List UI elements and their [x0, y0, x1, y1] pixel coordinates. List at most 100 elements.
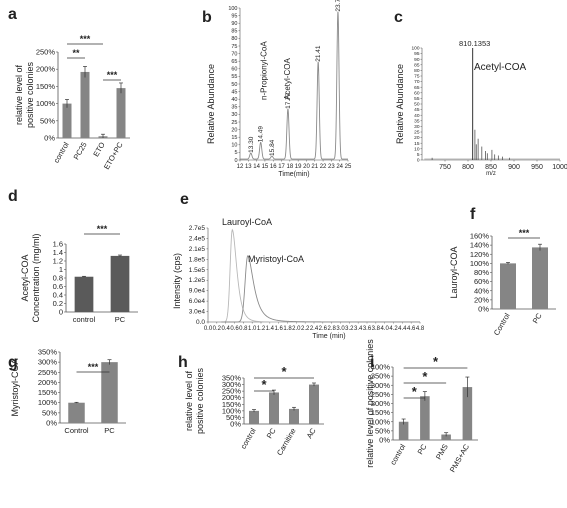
- x-tick-label: 22: [320, 164, 327, 170]
- x-tick-label: 2.4: [310, 326, 319, 332]
- x-tick-label: 850: [485, 164, 497, 171]
- x-tick-label: control: [52, 140, 71, 164]
- y-tick-label: 1.8e5: [189, 256, 206, 263]
- significance-label: ***: [519, 228, 530, 238]
- y-tick-label: 2.1e5: [189, 246, 206, 253]
- y-tick-label: 0: [59, 308, 63, 317]
- y-tick-label: 10: [231, 143, 237, 149]
- y-tick-label: 250%: [36, 48, 56, 57]
- panel-label-a: a: [8, 6, 17, 23]
- y-axis-label: positive colonies: [195, 367, 205, 434]
- x-tick-label: 4.0: [380, 326, 389, 332]
- y-tick-label: 150%: [222, 400, 242, 409]
- y-tick-label: 40: [231, 97, 237, 103]
- x-tick-label: 750: [439, 164, 451, 171]
- x-tick-label: 24: [336, 164, 343, 170]
- x-tick-label: 2.2: [301, 326, 310, 332]
- y-axis-label: positive colonies: [25, 61, 35, 128]
- bar-pc: [269, 392, 279, 424]
- y-tick-label: 0.0: [196, 319, 205, 326]
- y-tick-label: 300%: [38, 358, 58, 367]
- series-label: Lauroyl-CoA: [222, 217, 272, 227]
- y-tick-label: 75: [414, 74, 420, 80]
- bar-control: [68, 402, 85, 423]
- x-tick-label: 4.8: [416, 326, 425, 332]
- y-tick-label: 25: [231, 120, 237, 126]
- y-tick-label: 0.2: [53, 299, 63, 308]
- x-tick-label: 950: [531, 164, 543, 171]
- y-tick-label: 100: [411, 46, 419, 52]
- x-tick-label: 14: [253, 164, 260, 170]
- x-tick-label: 2.0: [292, 326, 301, 332]
- x-tick-label: 2.6: [319, 326, 328, 332]
- y-tick-label: 80%: [474, 268, 489, 277]
- y-tick-label: 1.2e5: [189, 277, 206, 284]
- panel-b: b051015202530354045505560657075808590951…: [202, 0, 352, 178]
- y-tick-label: 15: [231, 135, 237, 141]
- x-tick-label: 800: [462, 164, 474, 171]
- bar-pc: [420, 396, 430, 440]
- x-axis-label: Time(min): [278, 171, 309, 178]
- significance-label: **: [72, 48, 80, 58]
- series-label: Myristoyl-CoA: [248, 254, 304, 264]
- y-tick-label: 1.6: [53, 240, 63, 249]
- y-tick-label: 160%: [470, 232, 490, 241]
- compound-annotation: n-Propionyl-CoA: [260, 41, 269, 100]
- y-tick-label: 50%: [375, 426, 390, 435]
- y-tick-label: 50: [231, 82, 237, 88]
- significance-label: *: [433, 354, 439, 369]
- x-tick-label: 1000: [552, 164, 567, 171]
- y-tick-label: 1.5e5: [189, 267, 206, 274]
- x-tick-label: PC: [104, 426, 115, 435]
- peak-label: 23.79: [335, 0, 342, 12]
- panel-a: a 0% 50% 100% 150% 200% 250% relative level of p…: [8, 6, 130, 171]
- y-tick-label: 100%: [222, 406, 242, 415]
- y-tick-label: 85: [231, 29, 237, 35]
- panel-label-c: c: [394, 9, 403, 26]
- x-tick-label: 1.0: [248, 326, 257, 332]
- y-tick-label: 70: [231, 51, 237, 57]
- chromatogram-trace: [240, 11, 348, 160]
- y-tick-label: 2.4e5: [189, 235, 206, 242]
- bar-control: [74, 276, 94, 312]
- y-axis-label: Concentration (mg/ml): [31, 233, 41, 322]
- main-peak-label: 810.1353: [459, 39, 490, 48]
- x-tick-label: 4.2: [389, 326, 398, 332]
- y-tick-label: 100%: [470, 259, 490, 268]
- y-tick-label: 65: [231, 59, 237, 65]
- x-tick-label: 0.6: [230, 326, 239, 332]
- significance-label: ***: [97, 224, 108, 234]
- y-tick-label: 150%: [36, 82, 56, 91]
- y-tick-label: 80: [231, 36, 237, 42]
- significance-label: *: [412, 384, 418, 399]
- y-tick-label: 250%: [371, 390, 391, 399]
- x-tick-label: 3.4: [354, 326, 363, 332]
- x-tick-label: 21: [311, 164, 318, 170]
- y-tick-label: 100: [228, 6, 237, 12]
- y-tick-label: 40: [414, 113, 420, 119]
- y-tick-label: 30: [414, 124, 420, 130]
- x-tick-label: Control: [64, 426, 89, 435]
- y-tick-label: 100%: [371, 417, 391, 426]
- y-tick-label: 70: [414, 79, 420, 85]
- y-axis-label: Relative Abundance: [206, 64, 216, 144]
- significance-label: *: [422, 369, 428, 384]
- compound-label: Acetyl-COA: [474, 62, 527, 73]
- panel-label-g: g: [8, 354, 18, 371]
- y-tick-label: 20: [231, 127, 237, 133]
- x-tick-label: PC: [416, 442, 429, 456]
- y-tick-label: 100%: [36, 99, 56, 108]
- x-tick-label: 3.8: [372, 326, 381, 332]
- y-axis-label: relative level of: [14, 64, 24, 125]
- trace-lauroyl-coa: [221, 228, 420, 323]
- bar-pc: [110, 255, 130, 312]
- x-tick-label: 1.4: [266, 326, 275, 332]
- y-tick-label: 6.0e4: [189, 298, 206, 305]
- y-tick-label: 0: [417, 158, 420, 164]
- y-tick-label: 1: [59, 265, 63, 274]
- y-tick-label: 350%: [38, 348, 58, 357]
- significance-label: *: [261, 377, 267, 392]
- y-tick-label: 65: [414, 85, 420, 91]
- panel-label-b: b: [202, 9, 212, 26]
